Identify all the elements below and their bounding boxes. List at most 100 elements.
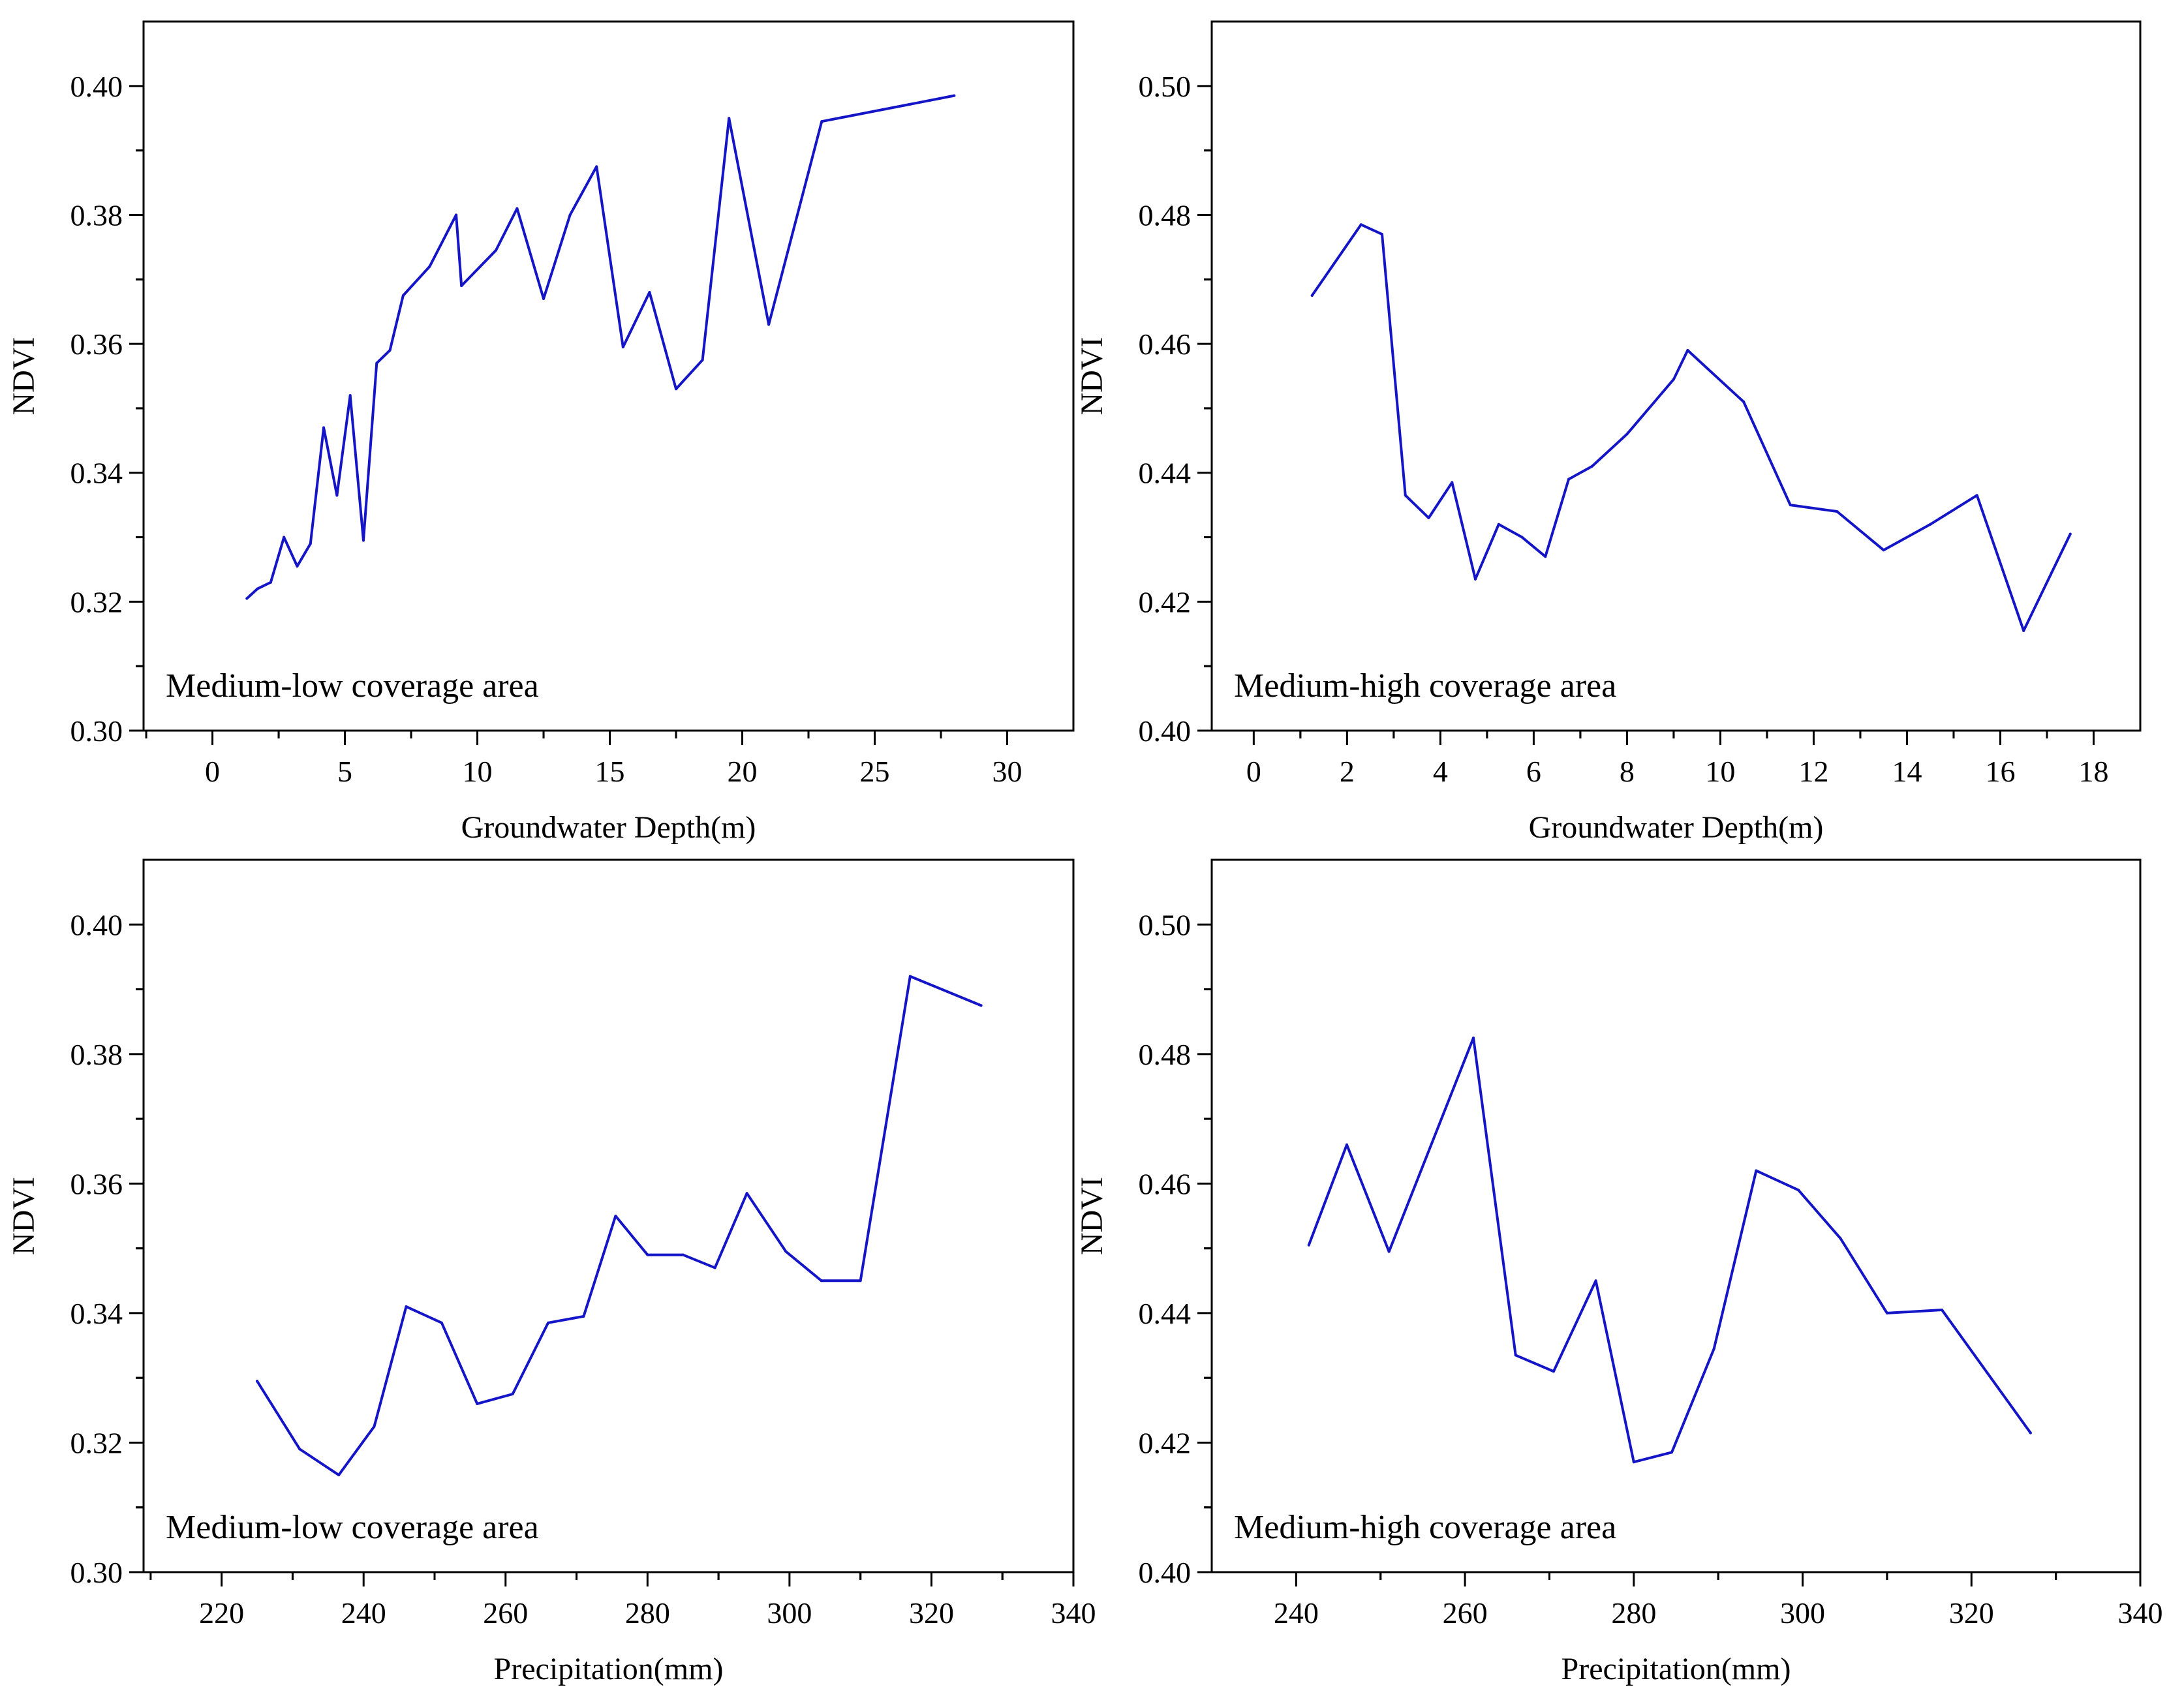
data-point — [269, 581, 272, 584]
plot-frame — [1210, 858, 2142, 1573]
coverage-area-label: Medium-low coverage area — [166, 667, 539, 705]
y-tick-label: 0.36 — [70, 327, 123, 361]
data-point — [820, 120, 823, 123]
x-tick-label: 8 — [1620, 755, 1635, 788]
data-point — [547, 1321, 550, 1324]
data-point — [460, 284, 463, 288]
x-tick-label: 0 — [205, 755, 220, 788]
x-tick-label: 5 — [337, 755, 352, 788]
y-tick-label: 0.34 — [70, 457, 123, 490]
coverage-area-label: Medium-low coverage area — [166, 1509, 539, 1546]
data-point — [401, 294, 405, 297]
data-point — [440, 1321, 443, 1324]
data-point — [1544, 555, 1547, 558]
x-tick-label: 240 — [1274, 1596, 1319, 1630]
data-point — [1885, 1311, 1888, 1314]
y-tick-label: 0.30 — [70, 714, 123, 748]
data-point — [2069, 532, 2072, 536]
data-point — [859, 1279, 862, 1283]
x-tick-label: 16 — [1985, 755, 2015, 788]
x-tick-label: 340 — [1051, 1596, 1096, 1630]
data-point — [1451, 481, 1454, 484]
data-point — [1381, 233, 1384, 236]
data-point — [361, 539, 365, 542]
data-point — [595, 165, 598, 168]
series-line-1 — [1310, 223, 2072, 632]
data-point — [309, 542, 312, 545]
y-axis-title: NDVI — [7, 1177, 41, 1255]
y-tick-label: 0.46 — [1139, 1167, 1192, 1200]
data-point — [1836, 510, 1839, 513]
data-point — [1404, 494, 1407, 497]
x-tick-label: 2 — [1340, 755, 1355, 788]
data-point — [1427, 516, 1430, 519]
chart-panel-2: 0 2 4 6 8 10 12 14 16 18 0.40 0.42 0.44 0.46 0.48 0.50 G… — [1075, 20, 2142, 845]
data-point — [455, 213, 458, 217]
y-tick-label: 0.40 — [1139, 714, 1192, 748]
y-tick-label: 0.48 — [1139, 198, 1192, 232]
data-point — [1497, 523, 1500, 526]
data-point — [582, 1314, 585, 1318]
series-line-1 — [245, 94, 956, 600]
x-tick-label: 300 — [767, 1596, 812, 1630]
data-point — [1520, 536, 1524, 539]
data-point — [820, 1279, 823, 1283]
y-tick-label: 0.46 — [1139, 327, 1192, 361]
data-point — [1686, 348, 1689, 352]
x-tick-label: 0 — [1246, 755, 1261, 788]
y-tick-label: 0.50 — [1139, 908, 1192, 941]
series-line-1 — [256, 975, 983, 1477]
data-point — [405, 1305, 408, 1308]
data-point — [256, 1380, 259, 1383]
chart-panel-3: 220 240 260 280 300 320 340 0.30 0.32 0.34 0.36 0.3… — [7, 858, 1096, 1686]
data-point — [1625, 433, 1629, 436]
data-point — [1797, 1189, 1800, 1192]
data-point — [511, 1393, 514, 1395]
chart-panel-1: 0 5 10 15 20 25 30 0.30 0.32 0.34 0.36 0.38 0.40 Grou… — [7, 20, 1075, 845]
x-tick-label: 15 — [595, 755, 625, 788]
chart-panel-4: 240 260 280 300 320 340 0.40 0.42 0.44 0.46 0.48 0.… — [1075, 858, 2163, 1686]
x-tick-label: 20 — [728, 755, 758, 788]
data-point — [728, 117, 731, 120]
data-point — [1839, 1237, 1842, 1240]
series-line-1 — [1307, 1037, 2032, 1464]
y-axis-title: NDVI — [1075, 1177, 1109, 1255]
data-point — [767, 323, 771, 326]
y-tick-label: 0.38 — [70, 1038, 123, 1071]
data-point — [953, 94, 956, 97]
x-tick-label: 280 — [625, 1596, 670, 1630]
x-tick-label: 4 — [1433, 755, 1448, 788]
y-tick-label: 0.50 — [1139, 70, 1192, 103]
x-tick-label: 10 — [1705, 755, 1735, 788]
data-point — [713, 1266, 716, 1269]
x-tick-label: 10 — [463, 755, 493, 788]
y-tick-label: 0.44 — [1139, 457, 1192, 490]
x-tick-label: 300 — [1780, 1596, 1825, 1630]
data-point — [1567, 478, 1571, 481]
data-point — [1940, 1308, 1943, 1311]
data-point — [1632, 1461, 1635, 1464]
data-point — [1742, 401, 1746, 404]
data-point — [568, 213, 572, 217]
x-axis-title: Groundwater Depth(m) — [461, 810, 756, 845]
data-point — [681, 1253, 684, 1256]
data-point — [701, 358, 704, 361]
data-point — [1387, 1250, 1391, 1253]
data-point — [1929, 523, 1932, 526]
data-point — [979, 1004, 983, 1007]
x-axis-title: Precipitation(mm) — [1561, 1652, 1791, 1686]
data-point — [245, 597, 249, 600]
data-point — [515, 207, 519, 210]
y-tick-label: 0.42 — [1139, 1426, 1192, 1459]
y-axis-title: NDVI — [7, 337, 41, 416]
data-point — [296, 565, 299, 568]
data-point — [298, 1448, 301, 1451]
y-tick-label: 0.48 — [1139, 1038, 1192, 1071]
data-point — [675, 387, 678, 391]
data-point — [375, 361, 378, 365]
y-tick-label: 0.32 — [70, 1426, 123, 1459]
data-point — [648, 291, 651, 294]
data-point — [1590, 464, 1593, 468]
data-point — [337, 1474, 341, 1477]
